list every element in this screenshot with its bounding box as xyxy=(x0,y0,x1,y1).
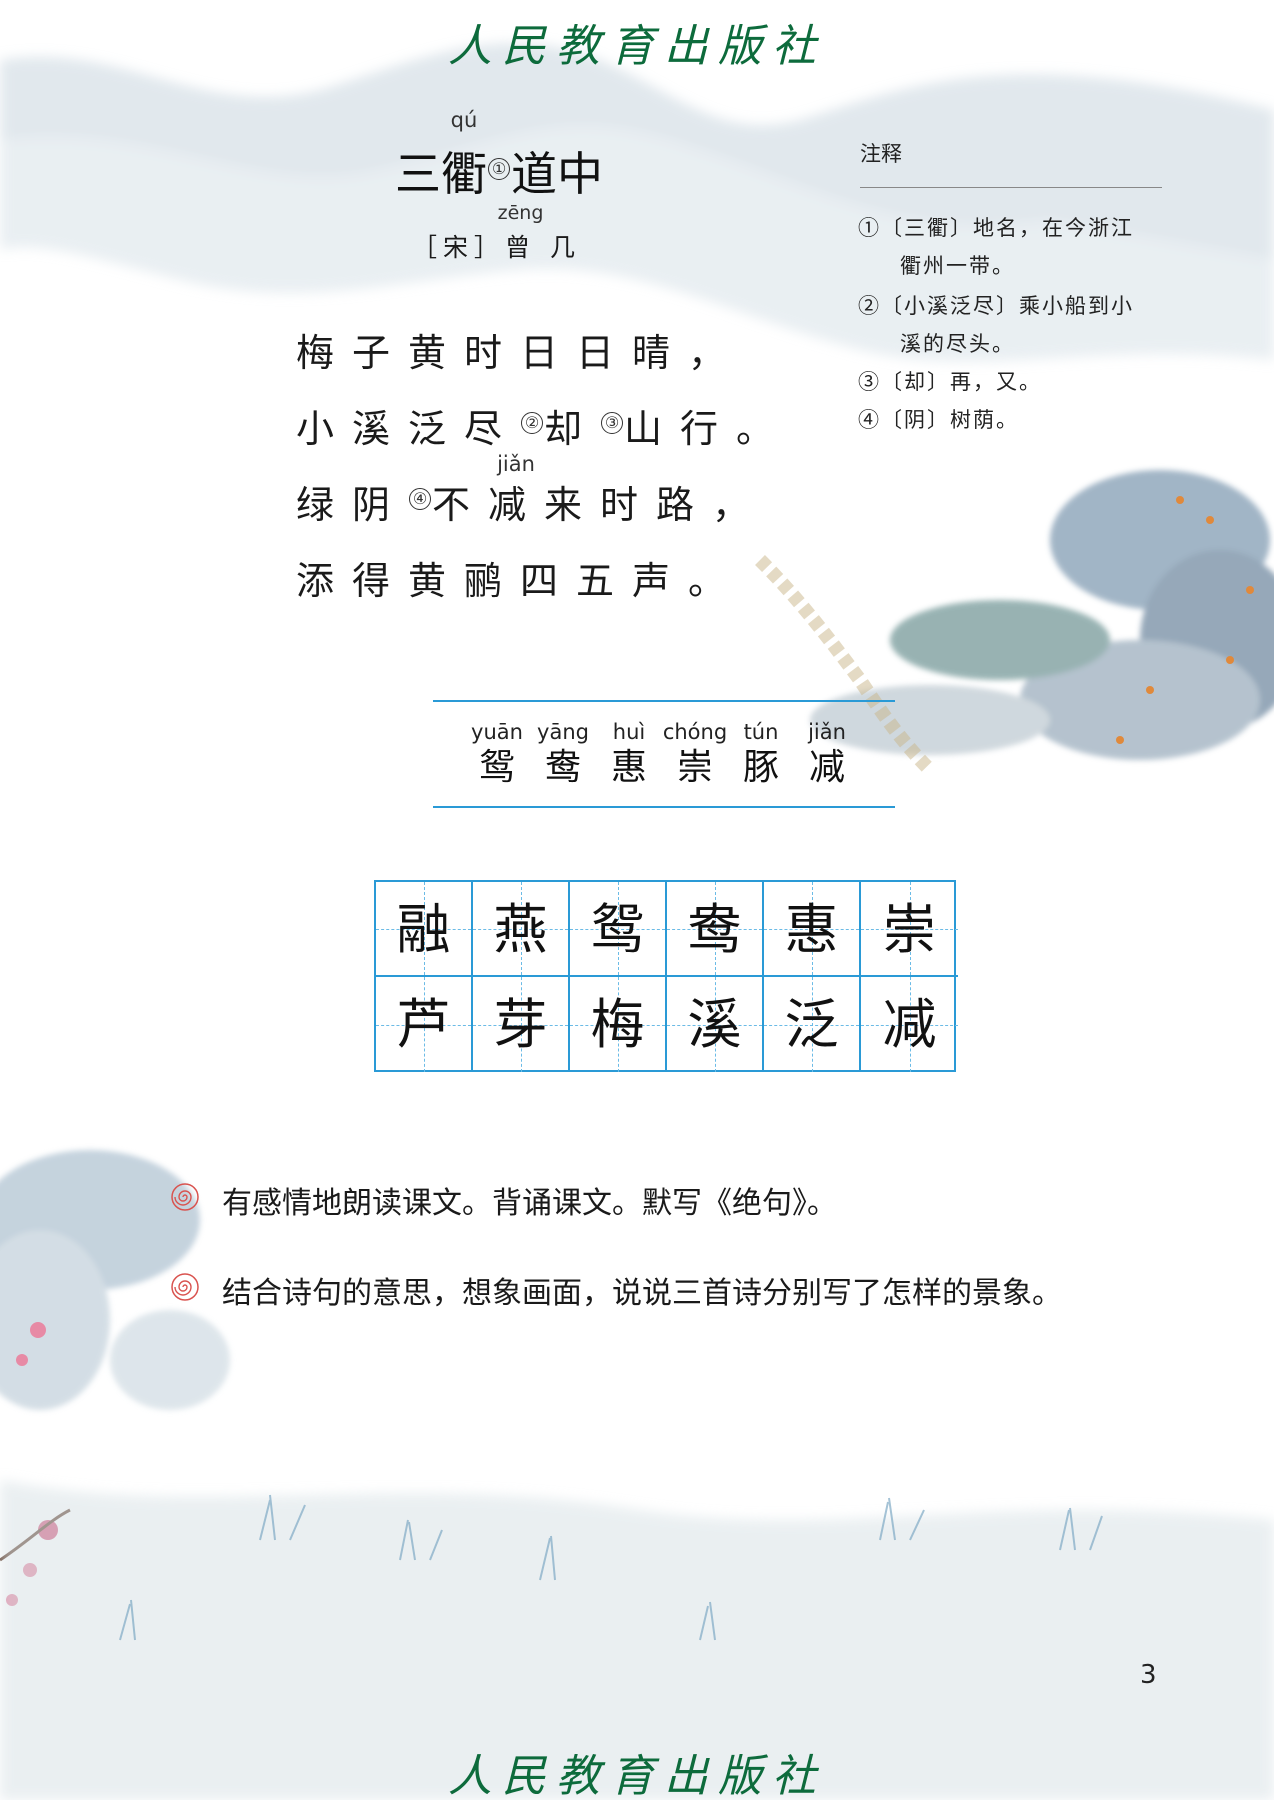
grid-char: 燕 xyxy=(493,898,548,961)
vocab-item: yuān 鸳 xyxy=(464,718,530,790)
grid-cell: 融 xyxy=(376,882,473,977)
grid-char: 减 xyxy=(882,993,937,1056)
title-ruby-pinyin: qú xyxy=(450,108,478,132)
poem-line-3: 绿阴 ④ 不 jiǎn 减来时路， xyxy=(296,452,769,529)
vocab-pinyin: chóng xyxy=(662,720,728,744)
poem-line-1: 梅子黄时日日晴， xyxy=(296,331,745,375)
grid-char: 溪 xyxy=(687,993,742,1056)
poem-author: ［宋］ zēng 曾 几 xyxy=(412,202,581,264)
note-2-line-1: ②〔小溪泛尽〕乘小船到小 xyxy=(858,294,1134,318)
author-char: 几 xyxy=(549,233,581,262)
mountain-wash xyxy=(0,43,1274,362)
poem-text: 来时路， xyxy=(544,483,769,527)
spiral-icon xyxy=(171,1273,199,1301)
vocab-char: 减 xyxy=(808,747,845,788)
grid-cell: 溪 xyxy=(667,977,764,1072)
vocab-top-rule xyxy=(433,700,895,702)
grid-char: 泛 xyxy=(784,993,839,1056)
ground-wash xyxy=(0,1480,1274,1800)
grid-cell: 崇 xyxy=(861,882,958,977)
note-ref-1: ① xyxy=(488,157,510,180)
vocab-item: huì 惠 xyxy=(596,718,662,790)
grid-char: 融 xyxy=(396,898,451,961)
grid-char: 惠 xyxy=(784,898,839,961)
grid-cell: 泛 xyxy=(764,977,861,1072)
note-ref-4: ④ xyxy=(409,488,432,511)
grid-char: 崇 xyxy=(882,898,937,961)
vocab-char: 鸯 xyxy=(544,747,581,788)
poem-text: 不 xyxy=(432,483,489,527)
poem-text: 绿阴 xyxy=(296,483,409,527)
grid-cell: 芽 xyxy=(473,977,570,1072)
note-1-line-2: 衢州一带。 xyxy=(900,254,1015,278)
line3-ruby-pinyin: jiǎn xyxy=(497,452,535,476)
grid-cell: 惠 xyxy=(764,882,861,977)
notes-divider xyxy=(860,187,1162,188)
author-dynasty: ［宋］ xyxy=(412,233,506,262)
title-ruby-char: qú 衢 xyxy=(441,108,487,204)
note-ref-3: ③ xyxy=(601,412,624,435)
bamboo-wash-left xyxy=(0,1150,230,1410)
vocab-item: chóng 崇 xyxy=(662,718,728,790)
vocab-pinyin: yuān xyxy=(471,720,523,744)
page-number: 3 xyxy=(1140,1660,1157,1690)
vocab-char: 崇 xyxy=(676,747,713,788)
vocab-pinyin: jiǎn xyxy=(808,720,846,744)
grid-char: 鸯 xyxy=(687,898,742,961)
notes-heading: 注释 xyxy=(860,142,902,166)
note-3: ③〔却〕再，又。 xyxy=(858,370,1042,394)
title-part: 道中 xyxy=(511,147,603,201)
vocab-pinyin: tún xyxy=(743,720,779,744)
exercise-1: 有感情地朗读课文。背诵课文。默写《绝句》。 xyxy=(222,1186,837,1221)
author-ruby-pinyin: zēng xyxy=(497,202,544,224)
spiral-icon xyxy=(171,1183,199,1211)
vocab-char: 鸳 xyxy=(478,747,515,788)
note-ref-2: ② xyxy=(521,412,544,435)
vocab-char: 豚 xyxy=(742,747,779,788)
grid-cell: 梅 xyxy=(570,977,667,1072)
poem-line-4: 添得黄鹂四五声。 xyxy=(296,559,745,603)
vocab-item: jiǎn 减 xyxy=(794,718,860,790)
vocab-pinyin: yāng xyxy=(537,720,589,744)
grid-cell: 芦 xyxy=(376,977,473,1072)
line3-ruby-char: jiǎn 减 xyxy=(488,452,545,529)
author-ruby-char: zēng 曾 xyxy=(498,202,544,264)
title-part: 三 xyxy=(395,147,441,201)
poem-line-2: 小溪泛尽 ② 却 ③ 山行。 xyxy=(296,398,792,453)
exercise-2: 结合诗句的意思，想象画面，说说三首诗分别写了怎样的景象。 xyxy=(222,1276,1062,1311)
grid-cell: 燕 xyxy=(473,882,570,977)
poem-text: 山行。 xyxy=(624,407,793,451)
note-4: ④〔阴〕树荫。 xyxy=(858,408,1019,432)
vocab-char: 惠 xyxy=(610,747,647,788)
line3-ruby-base: 减 xyxy=(488,483,545,527)
vocab-pinyin: huì xyxy=(612,720,646,744)
vocab-bottom-rule xyxy=(433,806,895,808)
grid-cell: 鸯 xyxy=(667,882,764,977)
grid-cell: 鸳 xyxy=(570,882,667,977)
grass-strokes xyxy=(119,1494,1103,1641)
fruit-dots xyxy=(1116,496,1254,744)
author-char: 曾 xyxy=(505,233,537,262)
note-1-line-1: ①〔三衢〕地名，在今浙江 xyxy=(858,216,1134,240)
vocab-item: tún 豚 xyxy=(728,718,794,790)
writing-grid: 融 燕 鸳 鸯 惠 崇 芦 芽 梅 溪 泛 减 xyxy=(374,880,958,1072)
vocab-item: yāng 鸯 xyxy=(530,718,596,790)
grid-char: 鸳 xyxy=(590,898,645,961)
title-ruby-base: 衢 xyxy=(441,147,487,201)
poem-text: 却 xyxy=(544,407,601,451)
poem-title: 三 qú 衢 ① 道中 xyxy=(395,108,603,204)
grid-char: 芦 xyxy=(396,993,451,1056)
poem-text: 小溪泛尽 xyxy=(296,407,521,451)
grid-char: 芽 xyxy=(493,993,548,1056)
path-steps xyxy=(755,555,935,775)
grid-char: 梅 xyxy=(590,993,645,1056)
note-2-line-2: 溪的尽头。 xyxy=(900,332,1015,356)
grid-cell: 减 xyxy=(861,977,958,1072)
publisher-logo-top: 人民教育出版社 xyxy=(448,21,826,72)
publisher-logo-bottom: 人民教育出版社 xyxy=(448,1751,826,1800)
